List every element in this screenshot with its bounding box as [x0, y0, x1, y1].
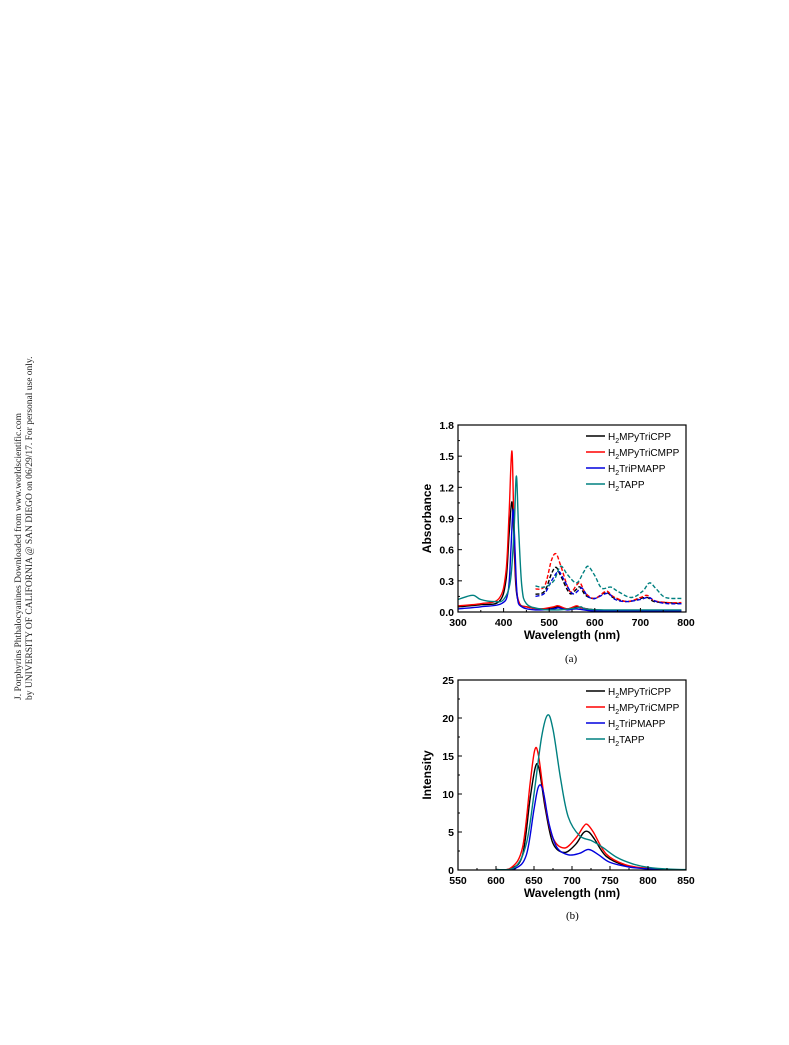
x-tick-label: 550 — [449, 875, 467, 887]
y-axis-label: Intensity — [420, 750, 434, 800]
series-line-7 — [535, 565, 682, 600]
caption-b: (b) — [566, 910, 579, 922]
y-tick-label: 25 — [442, 675, 454, 687]
legend-label: H2MPyTriCMPP — [608, 703, 680, 716]
y-tick-label: 5 — [448, 827, 454, 839]
x-tick-label: 700 — [563, 875, 581, 887]
x-tick-label: 750 — [601, 875, 619, 887]
series-line-0 — [495, 762, 671, 870]
series-line-4 — [535, 566, 682, 605]
x-tick-label: 650 — [525, 875, 543, 887]
y-tick-label: 0.3 — [439, 576, 454, 588]
x-tick-label: 500 — [540, 617, 558, 629]
caption-a: (a) — [565, 653, 578, 665]
x-tick-label: 850 — [677, 875, 695, 887]
x-tick-label: 300 — [449, 617, 467, 629]
plot-area — [458, 450, 682, 612]
y-tick-label: 1.2 — [439, 482, 454, 494]
y-tick-label: 0.0 — [439, 607, 454, 619]
x-tick-label: 600 — [586, 617, 604, 629]
series-line-2 — [458, 508, 682, 612]
legend-label: H2TriPMAPP — [608, 464, 666, 477]
legend-label: H2TriPMAPP — [608, 719, 666, 732]
series-line-6 — [535, 570, 682, 605]
y-axis-label: Absorbance — [420, 484, 434, 554]
y-tick-label: 1.8 — [439, 420, 454, 432]
series-line-3 — [458, 475, 682, 611]
y-tick-label: 20 — [442, 713, 454, 725]
legend-label: H2MPyTriCMPP — [608, 448, 680, 461]
legend-label: H2MPyTriCPP — [608, 687, 671, 700]
y-tick-label: 15 — [442, 751, 454, 763]
y-tick-label: 10 — [442, 789, 454, 801]
legend-label: H2MPyTriCPP — [608, 432, 671, 445]
legend-label: H2TAPP — [608, 735, 645, 748]
x-tick-label: 400 — [495, 617, 513, 629]
y-tick-label: 0.9 — [439, 514, 454, 526]
x-axis-label: Wavelength (nm) — [524, 628, 620, 642]
x-tick-label: 800 — [639, 875, 657, 887]
y-tick-label: 0.6 — [439, 545, 454, 557]
y-tick-label: 1.5 — [439, 451, 454, 463]
series-line-1 — [495, 746, 671, 870]
y-tick-label: 0 — [448, 865, 454, 877]
plot-area — [495, 714, 686, 870]
series-line-2 — [495, 784, 671, 870]
legend-label: H2TAPP — [608, 480, 645, 493]
x-tick-label: 800 — [677, 617, 695, 629]
x-tick-label: 700 — [632, 617, 650, 629]
x-tick-label: 600 — [487, 875, 505, 887]
series-line-3 — [495, 714, 686, 870]
series-line-5 — [535, 552, 682, 604]
x-axis-label: Wavelength (nm) — [524, 886, 620, 900]
